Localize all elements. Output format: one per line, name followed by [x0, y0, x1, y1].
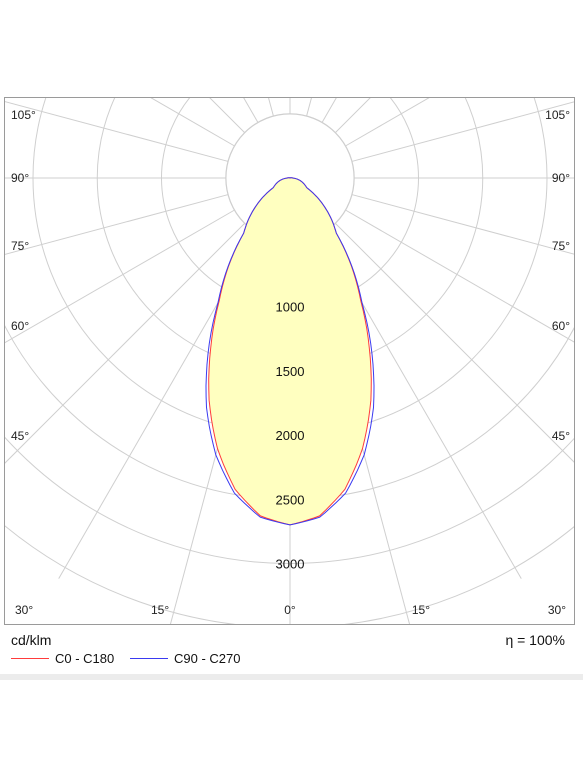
- legend-swatch-c0: [11, 658, 49, 659]
- grid-spoke: [5, 194, 229, 255]
- angle-label-right: 45°: [552, 429, 570, 443]
- efficiency-label: η = 100%: [505, 632, 565, 648]
- radial-tick-label: 2000: [276, 428, 305, 443]
- bottom-band: [0, 674, 583, 680]
- grid-spoke: [351, 194, 574, 255]
- polar-plot: 1000 1500 2000 2500 3000 105° 90° 75° 60° 45° 30° 1…: [5, 98, 574, 624]
- angle-label-right: 105°: [545, 108, 570, 122]
- angle-label-center: 0°: [284, 603, 296, 617]
- radial-tick-label: 1500: [276, 364, 305, 379]
- angle-label-left: 75°: [11, 239, 29, 253]
- grid-spoke: [5, 209, 235, 344]
- angle-label-left: 60°: [11, 319, 29, 333]
- angle-label-right: 15°: [412, 603, 430, 617]
- legend-item-c0: C0 - C180: [11, 651, 114, 666]
- grid-spoke: [5, 101, 229, 162]
- grid-spoke: [334, 222, 574, 463]
- radial-tick-label: 2500: [276, 492, 305, 507]
- grid-spoke: [150, 98, 235, 147]
- series-curve-1: [205, 177, 375, 526]
- angle-label-left: 90°: [11, 171, 29, 185]
- grid-spoke: [351, 101, 574, 162]
- grid-spoke: [5, 222, 246, 464]
- radial-tick-label: 1000: [276, 300, 305, 315]
- luminous-fill: [208, 177, 372, 525]
- grid-spoke: [268, 98, 274, 117]
- legend-swatch-c90: [130, 658, 168, 659]
- legend-label-c0: C0 - C180: [55, 651, 115, 666]
- series: [205, 177, 375, 526]
- angle-label-right: 30°: [548, 603, 566, 617]
- legend-label-c90: C90 - C270: [174, 651, 241, 666]
- radial-tick-label: 3000: [276, 557, 305, 572]
- labels: 1000 1500 2000 2500 3000 105° 90° 75° 60° 45° 30° 1…: [11, 108, 570, 617]
- grid-spoke: [306, 98, 312, 117]
- grid-spoke: [345, 209, 574, 343]
- angle-label-left: 30°: [15, 603, 33, 617]
- unit-label: cd/klm: [11, 632, 52, 648]
- angle-label-left: 45°: [11, 429, 29, 443]
- angle-label-right: 60°: [552, 319, 570, 333]
- angle-label-left: 15°: [151, 603, 169, 617]
- chart-footer: cd/klm η = 100% C0 - C180 C90 - C270: [0, 626, 583, 674]
- angle-label-left: 105°: [11, 108, 36, 122]
- angle-label-right: 90°: [552, 171, 570, 185]
- polar-chart: 1000 1500 2000 2500 3000 105° 90° 75° 60° 45° 30° 1…: [4, 97, 575, 625]
- angle-label-right: 75°: [552, 239, 570, 253]
- legend-item-c90: C90 - C270: [130, 651, 240, 666]
- fill: [208, 177, 372, 525]
- grid-spoke: [345, 98, 430, 147]
